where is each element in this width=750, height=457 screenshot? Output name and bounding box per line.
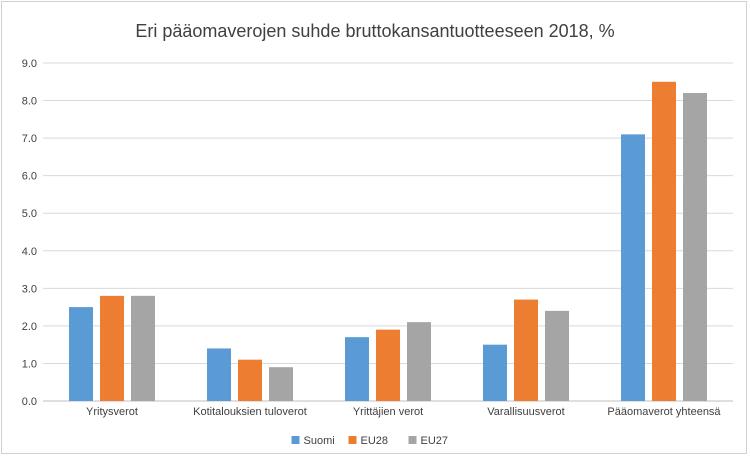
legend-label: EU28: [361, 435, 389, 447]
y-tick-label: 2.0: [22, 321, 37, 333]
x-tick-label: Kotitalouksien tuloverot: [193, 406, 307, 418]
bar-eu27: [683, 93, 707, 402]
bar-suomi: [345, 337, 369, 401]
y-tick-label: 1.0: [22, 358, 37, 370]
y-tick-label: 6.0: [22, 171, 37, 183]
x-tick-label: Pääomaverot yhteensä: [607, 406, 721, 418]
bar-suomi: [621, 134, 645, 401]
bar-eu27: [407, 322, 431, 401]
bar-eu28: [514, 299, 538, 401]
bar-eu28: [238, 359, 262, 401]
bar-eu27: [545, 310, 569, 401]
bar-eu27: [269, 367, 293, 401]
y-tick-label: 5.0: [22, 208, 37, 220]
y-tick-label: 8.0: [22, 96, 37, 108]
y-tick-label: 0.0: [22, 396, 37, 408]
chart-title: Eri pääomaverojen suhde bruttokansantuot…: [135, 21, 614, 41]
bars: [69, 81, 707, 402]
y-tick-label: 4.0: [22, 246, 37, 258]
bar-suomi: [69, 307, 93, 401]
x-axis-ticks: Yritysverot Kotitalouksien tuloverot Yritt…: [86, 406, 721, 418]
y-tick-label: 3.0: [22, 283, 37, 295]
bar-suomi: [207, 348, 231, 401]
bar-eu28: [376, 329, 400, 401]
legend-item-eu28: EU28: [348, 435, 389, 447]
grid-lines: [43, 62, 733, 402]
legend-item-suomi: Suomi: [291, 435, 335, 447]
legend-swatch: [408, 436, 417, 444]
bar-suomi: [483, 344, 507, 401]
bar-eu27: [131, 295, 155, 401]
legend-label: Suomi: [304, 435, 335, 447]
y-tick-label: 9.0: [22, 58, 37, 70]
legend-swatch: [291, 436, 300, 444]
legend-swatch: [348, 436, 357, 444]
bar-eu28: [652, 81, 676, 402]
y-tick-label: 7.0: [22, 133, 37, 145]
legend-item-eu27: EU27: [408, 435, 449, 447]
x-tick-label: Varallisuusverot: [487, 406, 564, 418]
x-tick-label: Yrittäjien verot: [353, 406, 423, 418]
y-axis-ticks: 0.0 1.0 2.0 3.0 4.0 5.0 6.0 7.0 8.0 9.0: [22, 58, 37, 408]
legend-label: EU27: [421, 435, 449, 447]
bar-eu28: [100, 295, 124, 401]
legend: Suomi EU28 EU27: [291, 435, 449, 447]
x-tick-label: Yritysverot: [86, 406, 138, 418]
